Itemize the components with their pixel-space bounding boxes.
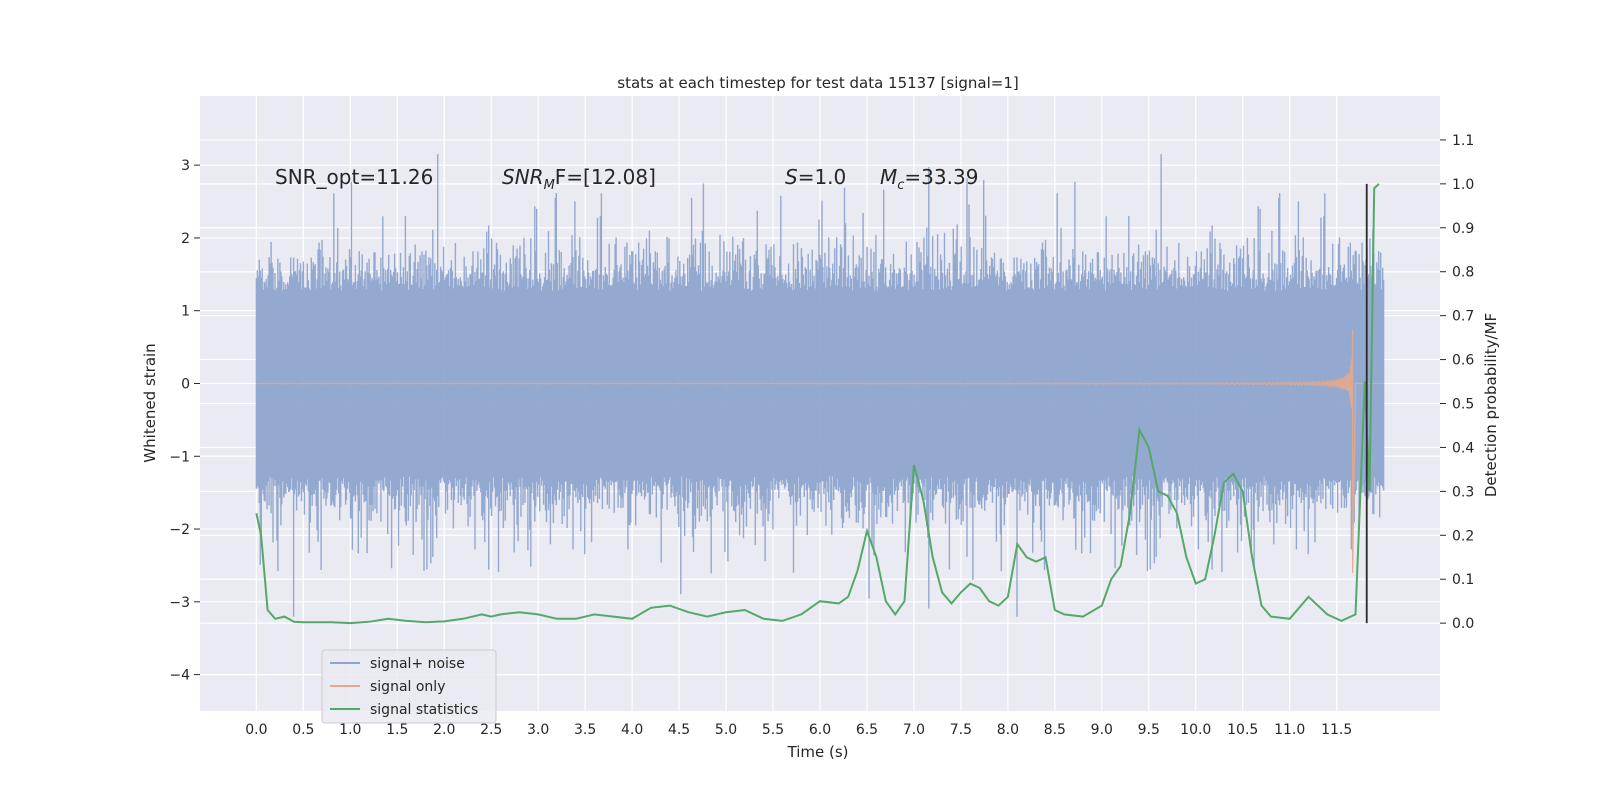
x-tick-label: 1.0 — [339, 722, 361, 738]
y-right-tick-label: 1.0 — [1452, 177, 1474, 193]
annotation-snr-opt: SNR_opt=11.26 — [275, 165, 433, 189]
y-right-tick-label: 0.3 — [1452, 484, 1474, 500]
x-tick-label: 11.0 — [1274, 722, 1305, 738]
y-tick-label: −3 — [169, 595, 190, 611]
x-tick-label: 5.0 — [715, 722, 737, 738]
y-right-axis-label: Detection probability/MF — [1482, 313, 1500, 497]
s-symbol: S — [785, 165, 798, 189]
signal-only-series — [256, 329, 1384, 573]
x-tick-label: 0.0 — [245, 722, 267, 738]
mc-symbol: M — [880, 165, 897, 189]
y-tick-label: 3 — [181, 158, 190, 174]
annotation-mc: Mc=33.39 — [880, 165, 978, 193]
y-tick-label: 0 — [181, 376, 190, 392]
x-tick-label: 2.0 — [433, 722, 455, 738]
x-tick-label: 3.5 — [574, 722, 596, 738]
y-right-tick-label: 0.4 — [1452, 440, 1474, 456]
signal-only-trace — [256, 329, 1384, 573]
y-right-tick-label: 0.2 — [1452, 528, 1474, 544]
chart-title: stats at each timestep for test data 151… — [617, 74, 1018, 92]
y-right-tick-label: 0.1 — [1452, 572, 1474, 588]
x-tick-label: 9.0 — [1091, 722, 1113, 738]
y-right-tick-label: 0.5 — [1452, 397, 1474, 413]
y-tick-label: 2 — [181, 231, 190, 247]
x-tick-label: 0.5 — [292, 722, 314, 738]
x-tick-label: 2.5 — [480, 722, 502, 738]
x-tick-label: 1.5 — [386, 722, 408, 738]
legend: signal+ noise signal only signal statist… — [321, 649, 497, 724]
annotation-s: S=1.0 — [785, 165, 846, 189]
x-tick-label: 10.5 — [1227, 722, 1258, 738]
legend-label-stats: signal statistics — [370, 702, 478, 718]
y-right-tick-labels: 1.1 1.0 0.9 0.8 0.7 0.6 0.5 0.4 0.3 0.2 0.1 0.0 — [1440, 133, 1474, 632]
snr-mf-subscript: M — [544, 178, 555, 193]
y-right-tick-label: 0.8 — [1452, 265, 1474, 281]
y-tick-label: −4 — [169, 668, 190, 684]
x-tick-label: 8.5 — [1044, 722, 1066, 738]
y-tick-label: −1 — [169, 449, 190, 465]
snr-mf-symbol: SNR — [502, 165, 544, 189]
y-right-tick-label: 0.7 — [1452, 309, 1474, 325]
snr-mf-value: F=[12.08] — [555, 165, 656, 189]
x-tick-label: 9.5 — [1138, 722, 1160, 738]
x-tick-label: 4.5 — [668, 722, 690, 738]
legend-label-signal: signal only — [370, 679, 445, 695]
legend-label-noise: signal+ noise — [370, 656, 465, 672]
y-tick-labels: 3 2 1 0 −1 −2 −3 −4 — [169, 158, 200, 684]
x-tick-label: 7.5 — [950, 722, 972, 738]
x-tick-label: 10.0 — [1180, 722, 1211, 738]
annotation-snr-mf: SNRMF=[12.08] — [502, 165, 656, 193]
stats-trace — [255, 183, 1380, 625]
y-right-tick-label: 1.1 — [1452, 133, 1474, 149]
mc-subscript: c — [897, 178, 904, 193]
x-tick-label: 7.0 — [903, 722, 925, 738]
y-right-tick-label: 0.6 — [1452, 353, 1474, 369]
y-right-tick-label: 0.9 — [1452, 221, 1474, 237]
signal-statistics-series — [255, 183, 1380, 625]
x-tick-label: 6.0 — [809, 722, 831, 738]
s-value: =1.0 — [798, 165, 847, 189]
x-tick-label: 8.0 — [997, 722, 1019, 738]
x-axis-label: Time (s) — [787, 743, 849, 761]
y-right-tick-label: 0.0 — [1452, 616, 1474, 632]
y-tick-label: 1 — [181, 304, 190, 320]
x-tick-label: 11.5 — [1321, 722, 1352, 738]
x-tick-label: 5.5 — [762, 722, 784, 738]
mc-value: =33.39 — [904, 165, 978, 189]
y-axis-label: Whitened strain — [141, 343, 159, 462]
legend-box — [321, 649, 497, 724]
y-tick-label: −2 — [169, 522, 190, 538]
x-tick-labels: 0.0 0.5 1.0 1.5 2.0 2.5 3.0 3.5 4.0 4.5 5.0 5.5 6.0 6… — [245, 722, 1352, 738]
x-tick-label: 3.0 — [527, 722, 549, 738]
x-tick-label: 6.5 — [856, 722, 878, 738]
x-tick-label: 4.0 — [621, 722, 643, 738]
